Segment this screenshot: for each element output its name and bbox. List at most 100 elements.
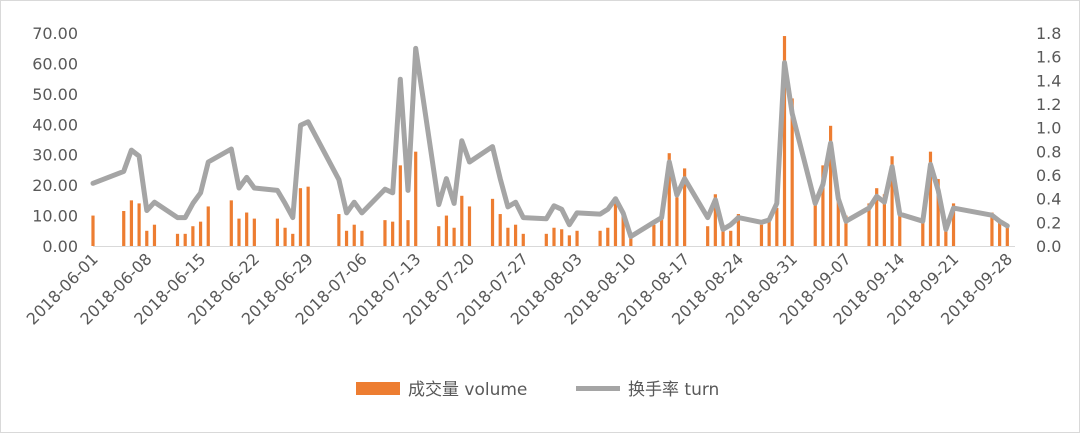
volume-bar xyxy=(506,227,510,246)
right-axis-tick-label: 1.8 xyxy=(1036,24,1061,43)
left-axis-tick-label: 40.00 xyxy=(32,115,78,134)
volume-bar xyxy=(513,224,518,246)
right-axis-tick-label: 0.0 xyxy=(1036,237,1061,256)
left-axis-tick-labels: 0.00 10.00 20.00 30.00 40.00 50.00 60.00 70.00 xyxy=(32,24,78,256)
volume-bar xyxy=(145,230,149,246)
volume-bar xyxy=(875,188,879,246)
volume-bar xyxy=(206,206,210,246)
volume-bar xyxy=(598,230,602,246)
volume-bar xyxy=(183,233,187,246)
right-axis-tick-label: 1.2 xyxy=(1036,95,1061,114)
volume-bar xyxy=(398,165,402,246)
volume-bar xyxy=(613,198,618,246)
volume-bar xyxy=(898,212,902,246)
volume-bar xyxy=(667,153,671,246)
volume-bar xyxy=(775,207,779,246)
x-axis-tick-labels: 2018-06-012018-06-082018-06-152018-06-22… xyxy=(23,249,1017,328)
volume-bar xyxy=(829,125,833,246)
volume-bar xyxy=(813,201,817,246)
volume-bar xyxy=(137,203,141,246)
volume-bar xyxy=(759,224,764,246)
volume-bar xyxy=(414,151,418,246)
volume-bar xyxy=(191,226,195,246)
volume-bar xyxy=(275,218,279,246)
volume-bar xyxy=(245,212,249,246)
legend: 成交量 volume 换手率 turn xyxy=(356,380,719,400)
volume-bar xyxy=(629,236,633,246)
volume-bar xyxy=(706,226,710,246)
volume-bar xyxy=(467,206,472,246)
volume-bar xyxy=(821,165,825,246)
right-axis-tick-label: 1.4 xyxy=(1036,71,1061,90)
volume-bar xyxy=(352,224,356,246)
legend-volume-label: 成交量 volume xyxy=(408,380,527,400)
volume-bar xyxy=(283,227,287,246)
volume-bar xyxy=(1005,226,1009,246)
volume-bar xyxy=(298,188,303,246)
right-axis-tick-label: 0.6 xyxy=(1036,166,1061,185)
volume-bar xyxy=(882,194,886,246)
volume-bar xyxy=(936,179,940,246)
volume-bar xyxy=(175,233,180,246)
volume-bar xyxy=(406,220,410,246)
volume-bar xyxy=(437,226,441,246)
volume-bar xyxy=(391,221,395,246)
volume-bar xyxy=(767,221,771,246)
volume-bar xyxy=(344,230,349,246)
volume-bar xyxy=(729,230,733,246)
right-axis-tick-labels: 0.0 0.2 0.4 0.6 0.8 1.0 1.2 1.4 1.6 1.8 xyxy=(1036,24,1061,256)
left-axis-tick-label: 20.00 xyxy=(32,176,78,195)
volume-bar xyxy=(460,195,464,246)
volume-bar xyxy=(890,156,894,246)
left-axis-tick-label: 0.00 xyxy=(42,237,78,256)
volume-bar xyxy=(129,200,134,246)
volume-bar xyxy=(498,214,502,246)
volume-bar xyxy=(990,212,994,246)
volume-bar xyxy=(252,218,256,246)
volume-bar xyxy=(521,233,525,246)
volume-bar xyxy=(721,224,725,246)
volume-bar xyxy=(552,227,556,246)
legend-turn-label: 换手率 turn xyxy=(628,380,719,400)
volume-bar xyxy=(867,203,871,246)
volume-bar xyxy=(490,198,495,246)
left-axis-tick-label: 10.00 xyxy=(32,207,78,226)
right-axis-tick-label: 1.0 xyxy=(1036,119,1061,138)
volume-bar xyxy=(237,218,241,246)
left-axis-tick-label: 70.00 xyxy=(32,24,78,43)
volume-bar xyxy=(452,227,456,246)
volume-bar xyxy=(91,215,95,246)
left-axis-tick-label: 50.00 xyxy=(32,85,78,104)
volume-bar xyxy=(560,229,564,246)
right-axis-tick-label: 0.4 xyxy=(1036,190,1061,209)
volume-bar xyxy=(659,218,664,246)
legend-volume-swatch xyxy=(356,382,400,395)
volume-bar xyxy=(836,194,840,246)
volume-bar xyxy=(567,235,571,246)
volume-bar xyxy=(229,200,233,246)
volume-bar xyxy=(337,214,341,246)
volume-bar xyxy=(844,215,848,246)
volume-bar xyxy=(544,233,548,246)
volume-bar xyxy=(306,186,310,246)
volume-bar xyxy=(652,224,656,246)
volume-bar xyxy=(951,203,956,246)
volume-bar xyxy=(621,215,625,246)
left-axis-tick-label: 60.00 xyxy=(32,54,78,73)
volume-bar xyxy=(383,220,387,246)
right-axis-tick-label: 0.8 xyxy=(1036,142,1061,161)
volume-bar xyxy=(998,221,1002,246)
volume-bar xyxy=(291,233,295,246)
right-axis-tick-label: 0.2 xyxy=(1036,213,1061,232)
volume-bar xyxy=(122,211,126,246)
volume-bar xyxy=(444,215,449,246)
volume-bar xyxy=(152,224,157,246)
volume-bar xyxy=(928,151,933,246)
volume-bar xyxy=(921,215,925,246)
left-axis-tick-label: 30.00 xyxy=(32,146,78,165)
volume-bar xyxy=(606,227,610,246)
volume-bar xyxy=(683,168,687,246)
volume-bar xyxy=(575,230,579,246)
